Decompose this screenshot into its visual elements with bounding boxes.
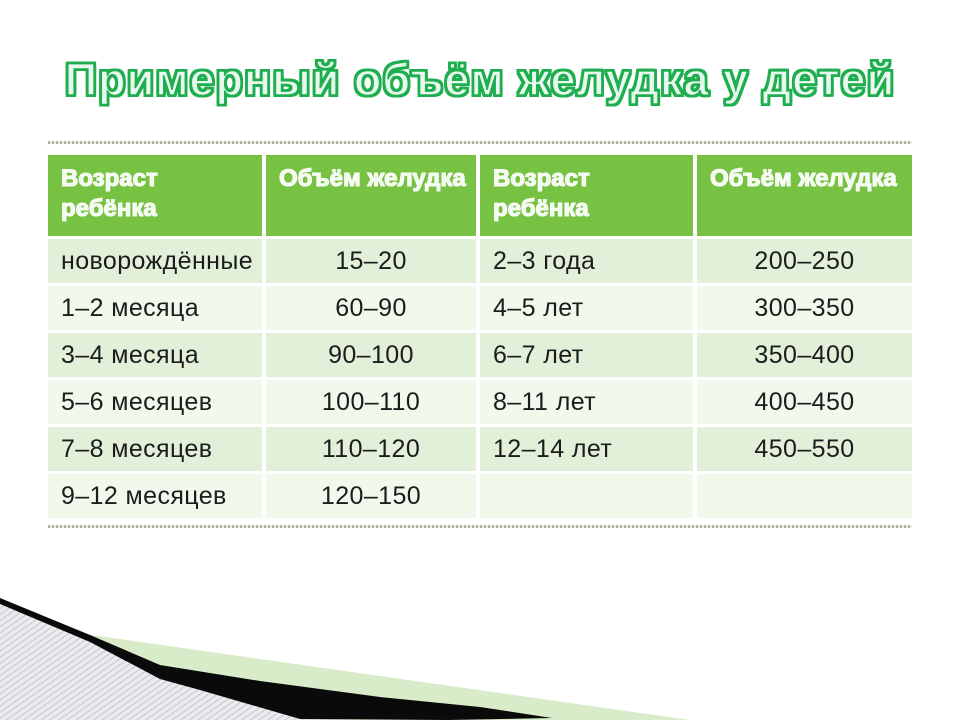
volume-cell: 350–400 <box>697 333 912 377</box>
gray-hatched-triangle <box>0 601 360 720</box>
age-cell <box>480 474 697 518</box>
table-row: 3–4 месяца 90–100 6–7 лет 350–400 <box>48 333 912 377</box>
age-cell: 3–4 месяца <box>48 333 266 377</box>
table-row: новорождённые 15–20 2–3 года 200–250 <box>48 239 912 283</box>
table-top-border <box>48 141 912 144</box>
table-body: новорождённые 15–20 2–3 года 200–250 1–2… <box>48 239 912 518</box>
table-bottom-border <box>48 525 912 528</box>
volume-cell: 110–120 <box>266 427 480 471</box>
table-row: 9–12 месяцев 120–150 <box>48 474 912 518</box>
bottom-corner-decoration <box>0 598 690 720</box>
volume-cell: 60–90 <box>266 286 480 330</box>
age-cell: 2–3 года <box>480 239 697 283</box>
age-cell: 4–5 лет <box>480 286 697 330</box>
volume-cell: 100–110 <box>266 380 480 424</box>
table-row: 1–2 месяца 60–90 4–5 лет 300–350 <box>48 286 912 330</box>
header-volume-right: Объём желудка <box>697 155 912 236</box>
age-cell: 1–2 месяца <box>48 286 266 330</box>
age-cell: новорождённые <box>48 239 266 283</box>
volume-cell: 90–100 <box>266 333 480 377</box>
volume-cell: 450–550 <box>697 427 912 471</box>
age-cell: 6–7 лет <box>480 333 697 377</box>
table-row: 5–6 месяцев 100–110 8–11 лет 400–450 <box>48 380 912 424</box>
volume-cell: 400–450 <box>697 380 912 424</box>
header-age-left: Возраст ребёнка <box>48 155 266 236</box>
volume-cell: 15–20 <box>266 239 480 283</box>
age-cell: 5–6 месяцев <box>48 380 266 424</box>
header-volume-left: Объём желудка <box>266 155 480 236</box>
volume-cell: 200–250 <box>697 239 912 283</box>
age-cell: 7–8 месяцев <box>48 427 266 471</box>
header-age-right: Возраст ребёнка <box>480 155 697 236</box>
stomach-volume-table: Возраст ребёнка Объём желудка Возраст ре… <box>48 141 912 528</box>
age-cell: 9–12 месяцев <box>48 474 266 518</box>
volume-cell: 120–150 <box>266 474 480 518</box>
slide-title: Примерный объём желудка у детей <box>64 53 896 106</box>
age-cell: 12–14 лет <box>480 427 697 471</box>
volume-cell <box>697 474 912 518</box>
black-swoosh-shape <box>0 598 552 720</box>
header-age-right-label: Возраст ребёнка <box>492 164 590 222</box>
header-volume-right-label: Объём желудка <box>709 164 897 192</box>
header-age-left-label: Возраст ребёнка <box>60 164 158 222</box>
volume-cell: 300–350 <box>697 286 912 330</box>
age-cell: 8–11 лет <box>480 380 697 424</box>
header-volume-left-label: Объём желудка <box>278 164 466 192</box>
table-row: 7–8 месяцев 110–120 12–14 лет 450–550 <box>48 427 912 471</box>
table-header-row: Возраст ребёнка Объём желудка Возраст ре… <box>48 155 912 236</box>
